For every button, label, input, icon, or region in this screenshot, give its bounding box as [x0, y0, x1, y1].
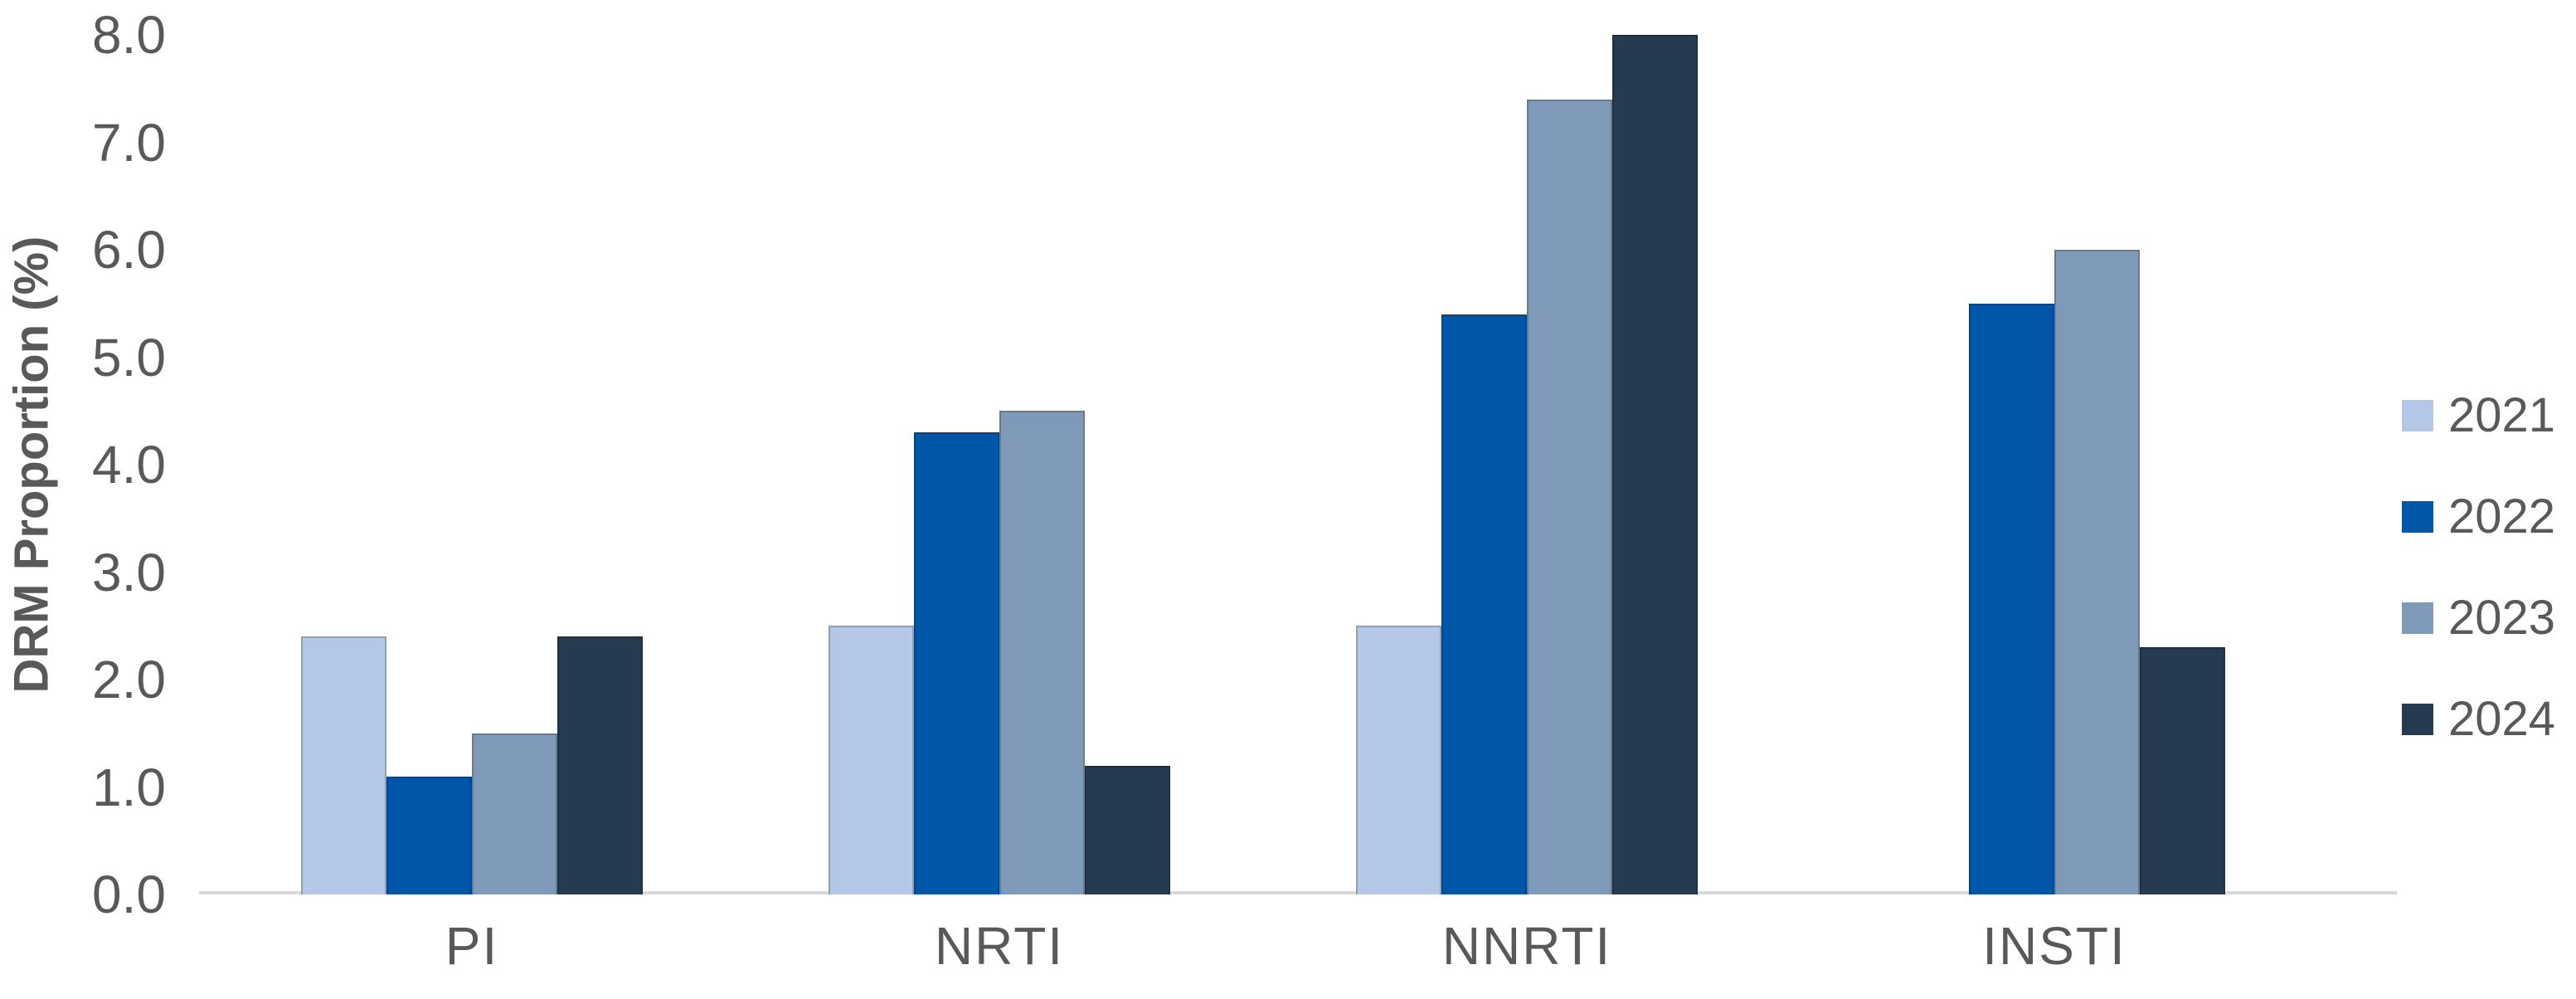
- legend-label: 2021: [2448, 388, 2556, 442]
- bar-NRTI-2022: [914, 432, 999, 894]
- y-tick-label-6.0: 6.0: [92, 220, 166, 280]
- y-tick-label-0.0: 0.0: [92, 865, 166, 924]
- legend-swatch-icon: [2402, 602, 2433, 634]
- legend-swatch-icon: [2402, 400, 2433, 431]
- y-tick-label-7.0: 7.0: [92, 113, 166, 173]
- legend-label: 2022: [2448, 490, 2556, 543]
- bar-INSTI-2024: [2140, 647, 2225, 894]
- bar-NRTI-2023: [999, 411, 1085, 894]
- legend-item-2021: 2021: [2402, 392, 2555, 440]
- legend-swatch-icon: [2402, 704, 2433, 735]
- bar-NNRTI-2021: [1356, 626, 1441, 894]
- bar-PI-2022: [386, 777, 472, 894]
- bar-NRTI-2024: [1085, 766, 1170, 894]
- y-tick-label-1.0: 1.0: [92, 758, 166, 817]
- legend-label: 2023: [2448, 591, 2556, 645]
- bar-INSTI-2023: [2054, 250, 2140, 894]
- bar-PI-2024: [557, 636, 643, 894]
- x-category-label-NNRTI: NNRTI: [1441, 916, 1612, 976]
- x-category-label-INSTI: INSTI: [1982, 916, 2126, 976]
- x-category-label-PI: PI: [445, 916, 499, 976]
- y-tick-label-2.0: 2.0: [92, 650, 166, 709]
- legend-item-2024: 2024: [2402, 695, 2555, 743]
- legend: 2021 2022 2023 2024: [2402, 392, 2555, 797]
- legend-item-2023: 2023: [2402, 594, 2555, 642]
- y-tick-label-8.0: 8.0: [92, 5, 166, 65]
- legend-item-2022: 2022: [2402, 493, 2555, 541]
- x-axis-line: [199, 891, 2397, 894]
- legend-swatch-icon: [2402, 501, 2433, 533]
- legend-label: 2024: [2448, 692, 2556, 746]
- bar-NNRTI-2023: [1527, 100, 1612, 894]
- y-tick-label-4.0: 4.0: [92, 435, 166, 495]
- x-category-label-NRTI: NRTI: [934, 916, 1065, 976]
- bar-NNRTI-2024: [1612, 35, 1698, 894]
- y-tick-label-3.0: 3.0: [92, 543, 166, 602]
- bar-PI-2023: [472, 733, 557, 894]
- bar-INSTI-2022: [1969, 304, 2054, 894]
- y-tick-label-5.0: 5.0: [92, 328, 166, 387]
- bar-PI-2021: [301, 636, 386, 894]
- bar-NRTI-2021: [829, 626, 914, 894]
- bar-NNRTI-2022: [1441, 314, 1527, 894]
